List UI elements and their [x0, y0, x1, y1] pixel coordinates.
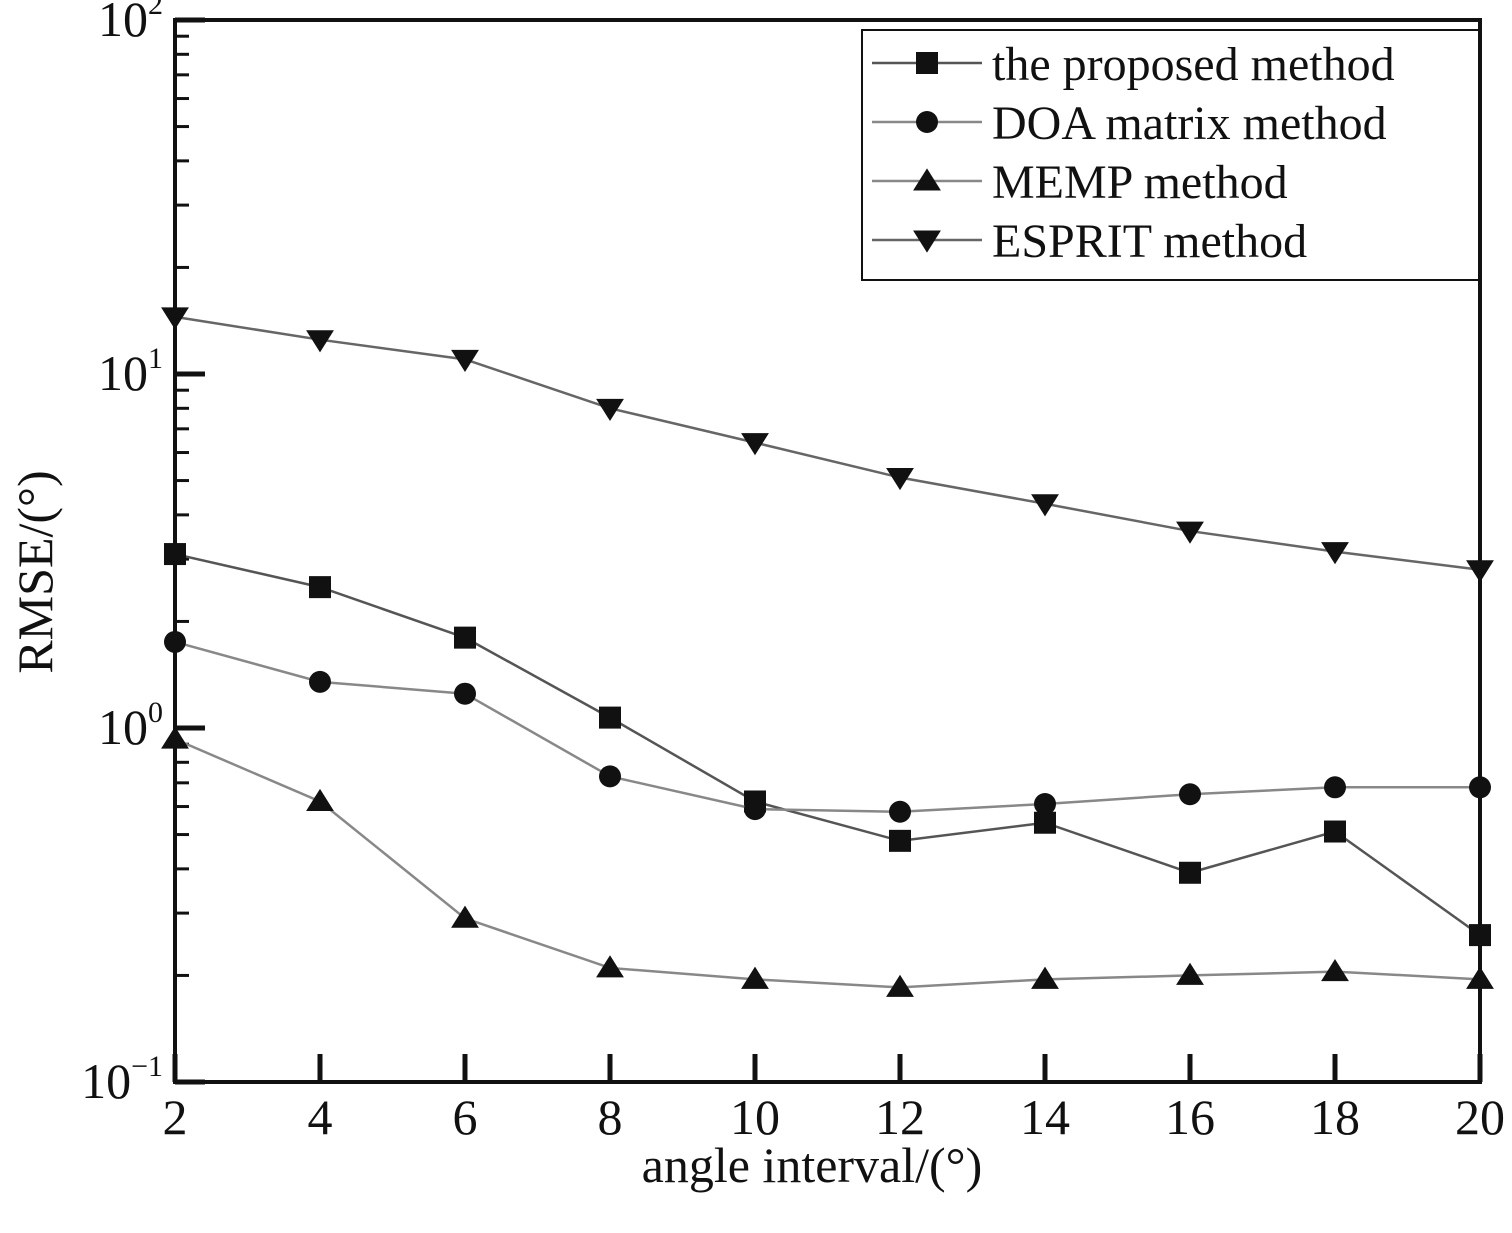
data-point	[1324, 820, 1346, 843]
legend-label: DOA matrix method	[992, 97, 1387, 150]
x-tick-label: 2	[163, 1089, 188, 1145]
series-0	[164, 543, 1491, 947]
series-1	[164, 630, 1491, 823]
data-point	[1176, 962, 1204, 985]
x-tick-label: 20	[1455, 1089, 1505, 1145]
data-point	[744, 798, 766, 821]
data-point	[886, 468, 914, 491]
y-tick-label: 101	[98, 342, 163, 401]
data-point	[1321, 542, 1349, 565]
x-axis-ticks: 2 4 6 8 10 12 14 16 18 20	[163, 1054, 1505, 1145]
legend-marker	[916, 52, 938, 74]
x-tick-label: 14	[1020, 1089, 1070, 1145]
series-line	[174, 640, 1480, 813]
data-point	[454, 626, 476, 649]
x-tick-label: 18	[1310, 1089, 1360, 1145]
legend-marker	[913, 230, 941, 253]
data-point	[306, 330, 334, 353]
data-point	[306, 788, 334, 811]
legend-label: MEMP method	[992, 156, 1288, 209]
data-point	[1179, 783, 1201, 806]
data-point	[1034, 792, 1056, 815]
data-point	[451, 905, 479, 928]
data-point	[454, 682, 476, 705]
data-point	[1324, 776, 1346, 799]
data-point	[599, 765, 621, 788]
legend: the proposed method DOA matrix method MEMP…	[861, 29, 1480, 281]
data-point	[1031, 494, 1059, 517]
y-tick-label: 102	[98, 0, 163, 47]
data-point	[161, 726, 189, 749]
data-point	[596, 398, 624, 421]
series-line	[174, 552, 1481, 937]
data-point	[164, 543, 186, 566]
data-point	[164, 630, 186, 653]
data-point	[1179, 861, 1201, 884]
y-tick-label: 10−1	[81, 1050, 163, 1109]
data-point	[161, 307, 189, 330]
data-point	[1034, 811, 1056, 834]
data-point	[889, 800, 911, 823]
data-point	[741, 433, 769, 456]
series-line	[174, 738, 1481, 989]
y-axis-label: RMSE/(°)	[7, 470, 63, 673]
data-point	[309, 576, 331, 599]
data-point	[886, 974, 914, 997]
y-tick-label: 100	[98, 696, 163, 755]
legend-box	[861, 29, 1480, 281]
series-layer	[161, 307, 1494, 997]
data-point	[1031, 966, 1059, 989]
series-2	[161, 726, 1494, 997]
x-tick-label: 12	[875, 1089, 925, 1145]
data-point	[1176, 521, 1204, 544]
data-point	[741, 966, 769, 989]
data-point	[889, 829, 911, 852]
series-3	[161, 307, 1494, 583]
data-point	[309, 670, 331, 693]
legend-label: the proposed method	[992, 38, 1395, 91]
data-point	[1469, 924, 1491, 947]
legend-marker	[916, 111, 938, 133]
x-tick-label: 8	[598, 1089, 623, 1145]
data-point	[1321, 958, 1349, 982]
y-axis-ticks: 102 101 100 10−1	[81, 0, 205, 1109]
data-point	[1466, 966, 1494, 989]
x-tick-label: 4	[308, 1089, 333, 1145]
x-tick-label: 6	[453, 1089, 478, 1145]
data-point	[451, 349, 479, 372]
x-axis-label: angle interval/(°)	[642, 1137, 983, 1193]
x-tick-label: 10	[730, 1089, 780, 1145]
data-point	[1466, 560, 1494, 583]
data-point	[1469, 776, 1491, 799]
legend-label: ESPRIT method	[992, 215, 1307, 268]
data-point	[599, 706, 621, 729]
data-point	[596, 955, 624, 978]
series-line	[174, 315, 1481, 571]
x-tick-label: 16	[1165, 1089, 1215, 1145]
legend-marker	[913, 168, 941, 191]
